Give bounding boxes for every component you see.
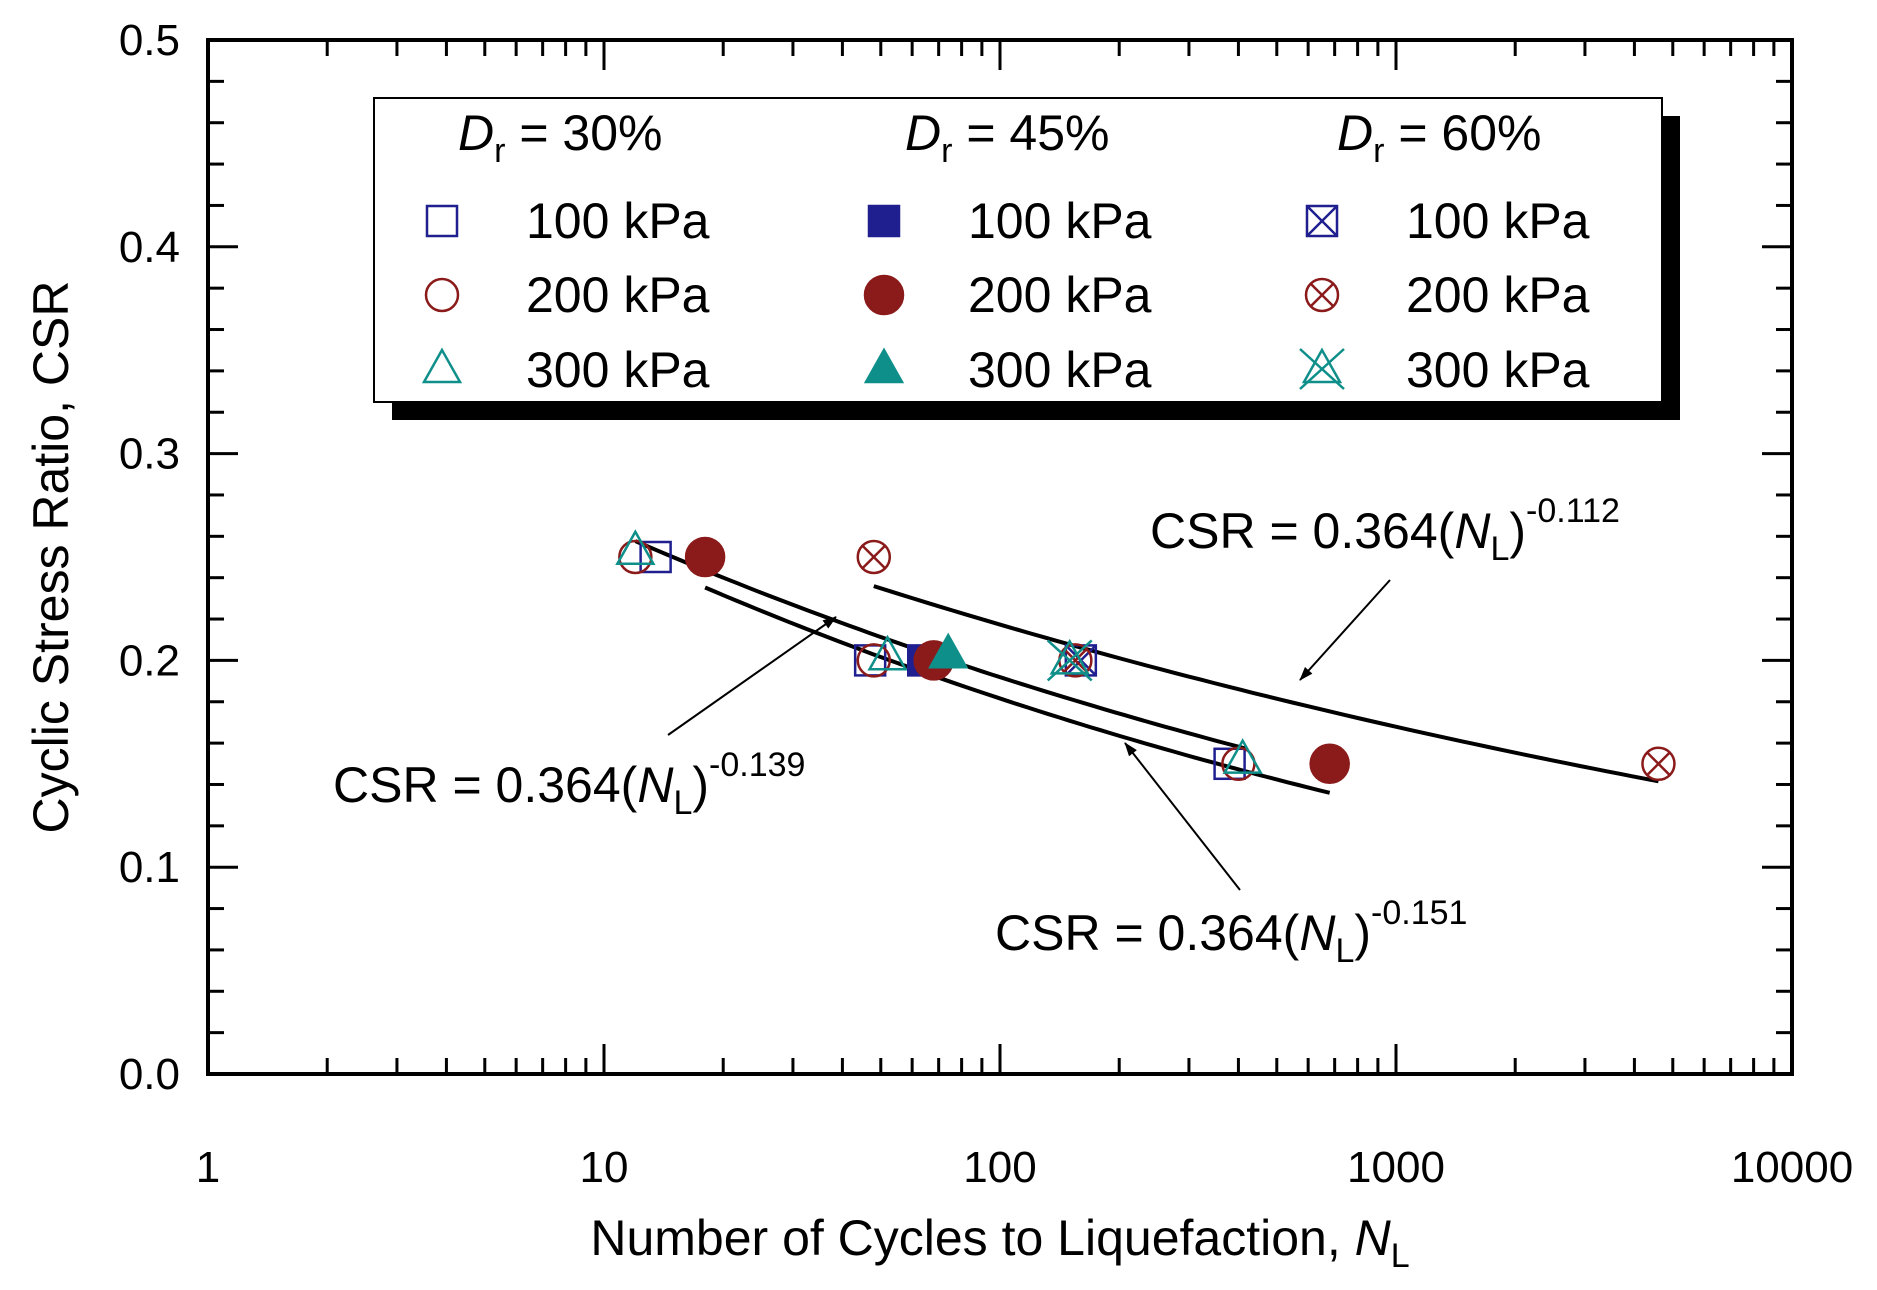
svg-text:CSR = 0.364(NL)-0.112: CSR = 0.364(NL)-0.112 xyxy=(1150,492,1620,568)
legend-label-dr30-100: 100 kPa xyxy=(526,193,710,249)
point-dr60-200kpa xyxy=(856,539,892,575)
x-axis-title: Number of Cycles to Liquefaction, NL xyxy=(590,1210,1409,1275)
legend-label-dr30-300: 300 kPa xyxy=(526,342,710,398)
legend-header-dr30: Dr = 30% xyxy=(458,105,663,170)
legend-label-dr45-100: 100 kPa xyxy=(968,193,1152,249)
arrow-fit-0139 xyxy=(667,616,837,736)
x-tick-label: 1 xyxy=(196,1143,220,1192)
point-dr30-300kpa xyxy=(615,529,656,566)
legend-label-dr60-300: 300 kPa xyxy=(1406,342,1590,398)
legend-marker-dr30-300kpa xyxy=(421,347,463,384)
legend-label-dr60-200: 200 kPa xyxy=(1406,267,1590,323)
legend-marker-dr30-100kpa xyxy=(425,204,459,238)
data-markers xyxy=(615,529,1676,785)
tick-labels: 1 10 100 1000 10000 0.0 0.1 0.2 0.3 0.4 0.5 xyxy=(119,16,1853,1192)
point-dr30-300kpa xyxy=(1222,738,1263,774)
legend-label-dr60-100: 100 kPa xyxy=(1406,193,1590,249)
annotation-fit-0139: CSR = 0.364(NL)-0.139 xyxy=(333,616,837,822)
svg-text:CSR = 0.364(NL)-0.151: CSR = 0.364(NL)-0.151 xyxy=(995,894,1467,970)
legend-label-dr45-200: 200 kPa xyxy=(968,267,1152,323)
svg-text:CSR = 0.364(NL)-0.139: CSR = 0.364(NL)-0.139 xyxy=(333,746,805,822)
legend-markers xyxy=(421,204,1345,390)
y-axis-title: Cyclic Stress Ratio, CSR xyxy=(23,281,79,834)
legend-marker-dr60-100kpa xyxy=(1305,204,1339,238)
point-dr45-200kpa xyxy=(684,536,726,578)
legend-marker-dr30-200kpa xyxy=(424,277,460,313)
legend-label-dr30-200: 200 kPa xyxy=(526,267,710,323)
y-tick-label: 0.1 xyxy=(119,843,180,892)
annotation-fit-0151: CSR = 0.364(NL)-0.151 xyxy=(995,742,1467,970)
arrow-fit-0112 xyxy=(1299,579,1391,681)
y-tick-label: 0.2 xyxy=(119,636,180,685)
legend-marker-dr60-200kpa xyxy=(1304,277,1340,313)
legend: Dr = 30% Dr = 45% Dr = 60% 100 kPa 200 k… xyxy=(373,97,1680,420)
point-dr45-300kpa xyxy=(928,632,969,669)
annotation-fit-0112: CSR = 0.364(NL)-0.112 xyxy=(1150,492,1620,681)
legend-header-dr60: Dr = 60% xyxy=(1337,105,1542,170)
fit-0112-curve xyxy=(873,584,1659,784)
y-tick-label: 0.5 xyxy=(119,16,180,65)
x-tick-label: 10000 xyxy=(1731,1143,1853,1192)
legend-marker-dr45-200kpa xyxy=(863,274,905,316)
y-tick-label: 0.3 xyxy=(119,430,180,479)
legend-header-dr45: Dr = 45% xyxy=(905,105,1110,170)
fit-0151-curve xyxy=(704,585,1331,795)
y-tick-label: 0.0 xyxy=(119,1050,180,1099)
legend-marker-dr45-100kpa xyxy=(867,204,901,238)
arrow-fit-0151 xyxy=(1124,742,1241,891)
y-tick-label: 0.4 xyxy=(119,223,180,272)
axis-ticks xyxy=(208,38,1792,1076)
x-tick-label: 100 xyxy=(963,1143,1036,1192)
legend-box xyxy=(373,97,1663,403)
point-dr30-200kpa xyxy=(856,643,892,678)
x-tick-label: 10 xyxy=(580,1143,629,1192)
point-dr30-300kpa xyxy=(867,634,908,671)
legend-marker-dr60-300kpa xyxy=(1299,347,1345,390)
point-dr60-300kpa xyxy=(1046,638,1093,682)
point-dr30-100kpa xyxy=(1213,747,1246,781)
x-tick-label: 1000 xyxy=(1347,1143,1445,1192)
legend-label-dr45-300: 300 kPa xyxy=(968,342,1152,398)
point-dr45-200kpa xyxy=(1309,743,1350,785)
point-dr30-100kpa xyxy=(639,540,672,574)
point-dr30-200kpa xyxy=(618,539,653,575)
legend-marker-dr45-300kpa xyxy=(863,347,905,384)
point-dr60-200kpa xyxy=(1641,746,1676,782)
